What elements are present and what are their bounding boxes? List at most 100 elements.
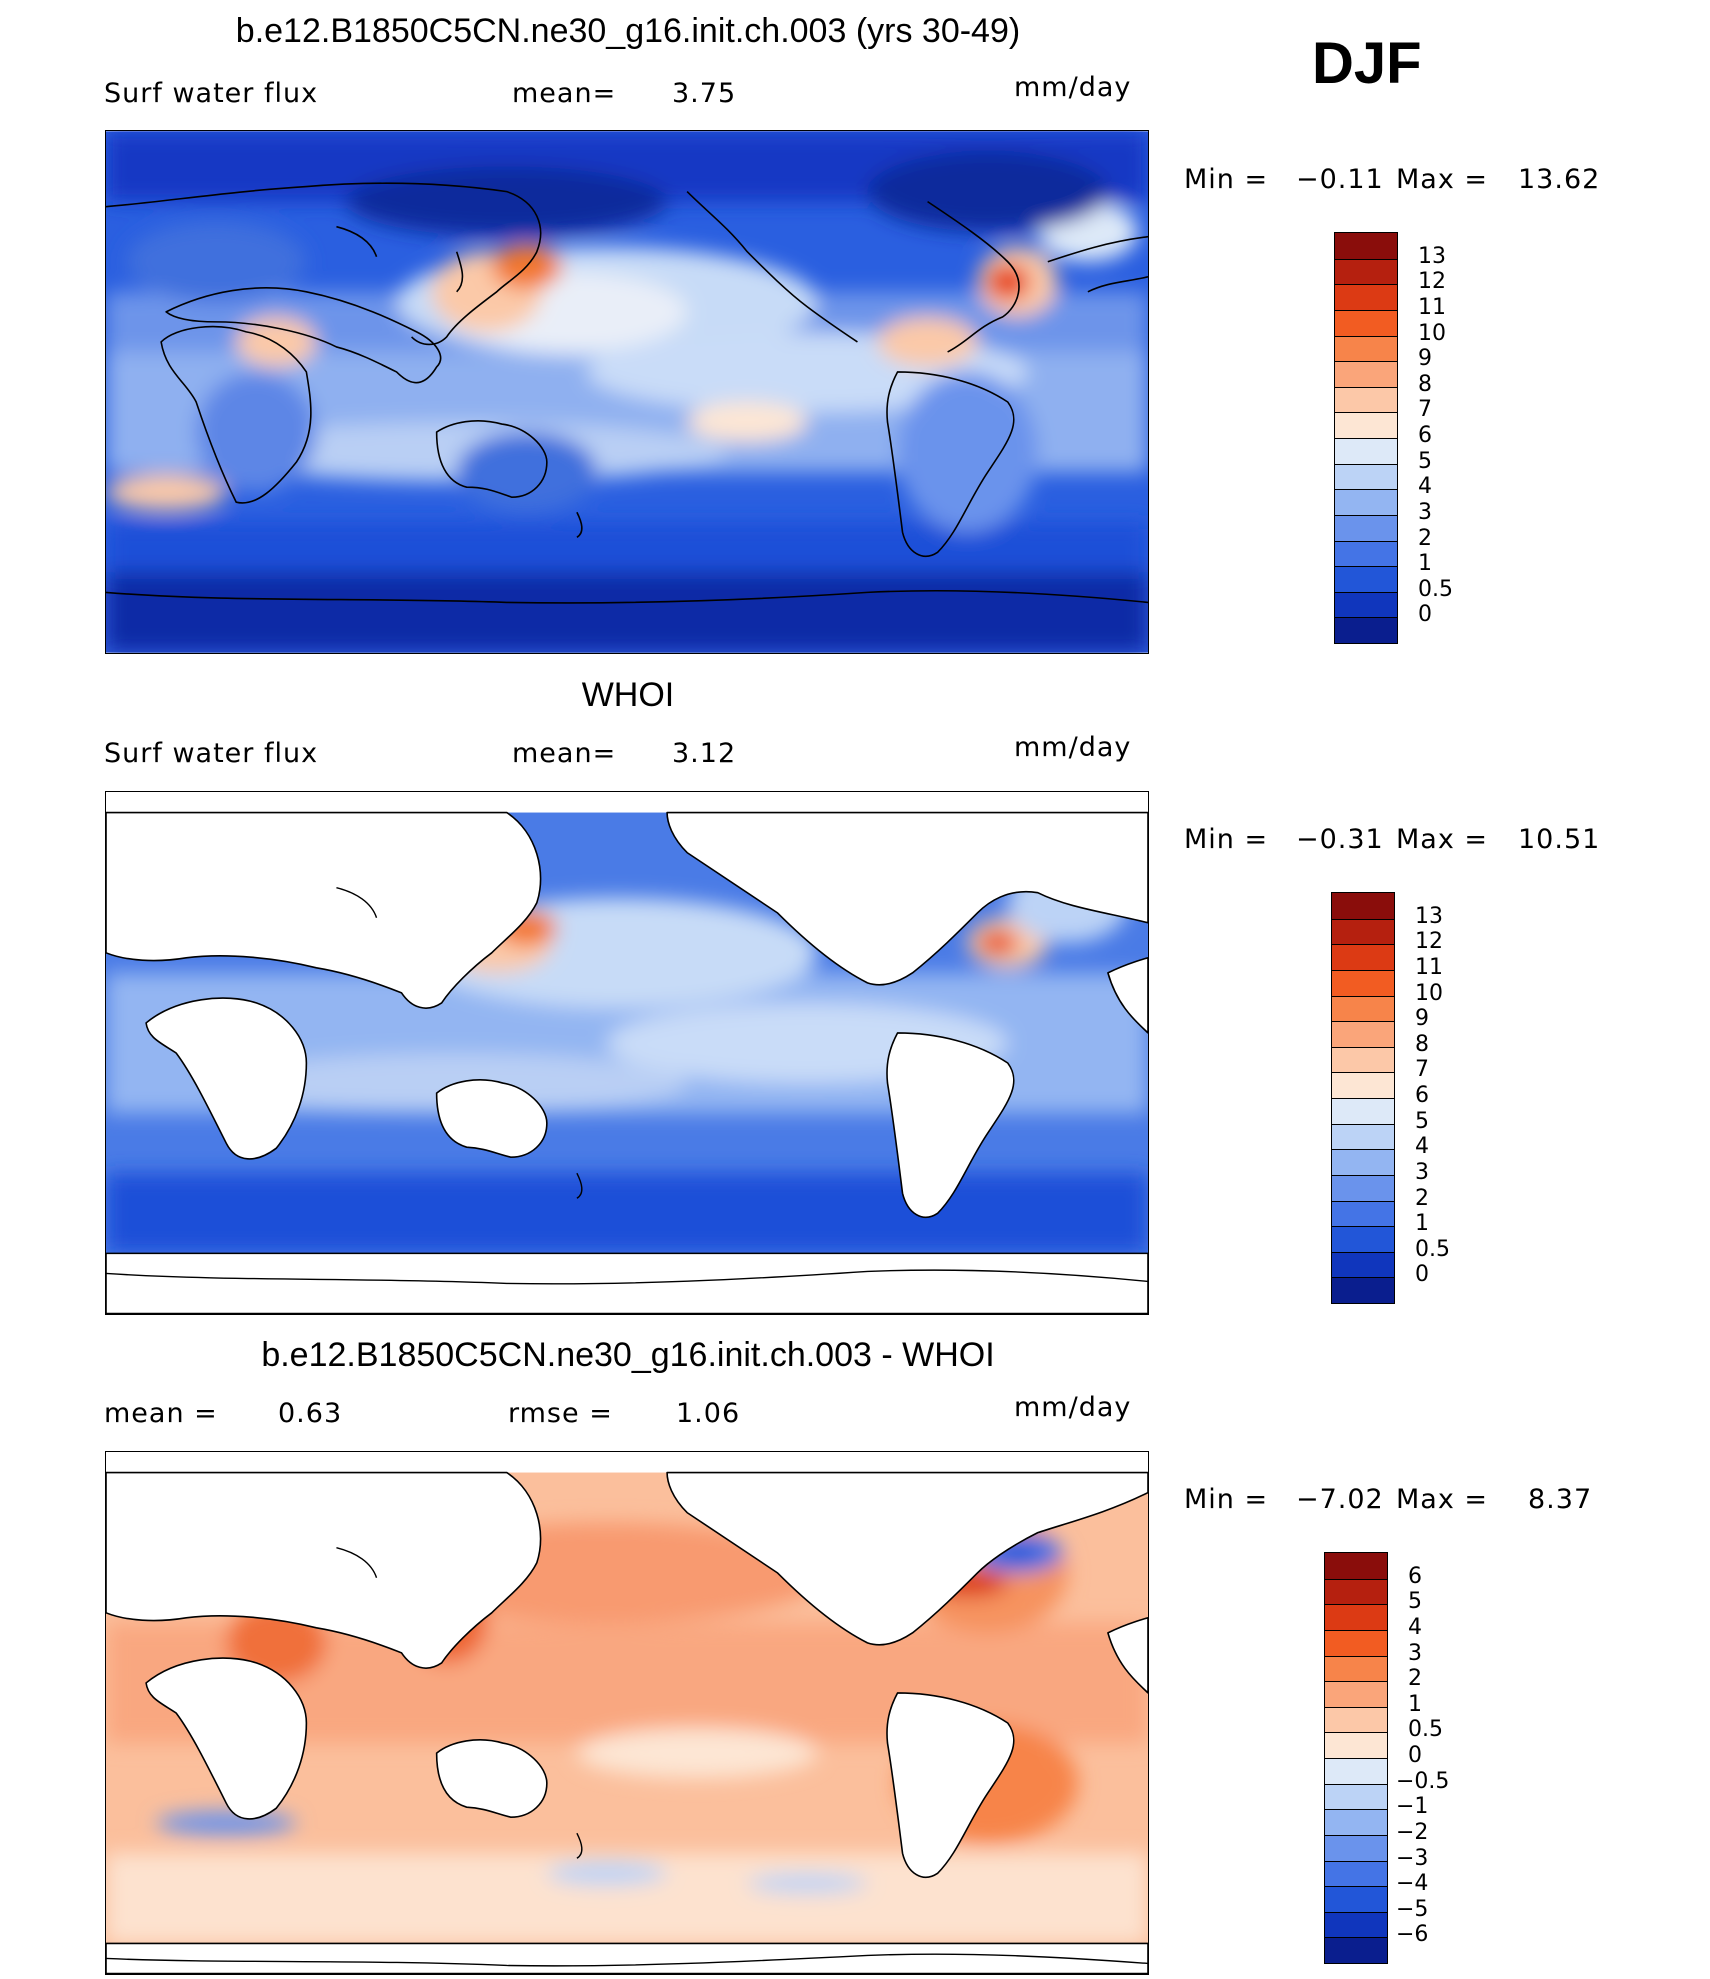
colorbar-tick-label: −1 bbox=[1396, 1794, 1429, 1820]
colorbar-tick-label: 0 bbox=[1408, 1743, 1422, 1768]
colorbar-swatch bbox=[1325, 1553, 1387, 1579]
colorbar-tick-label: 2 bbox=[1415, 1185, 1429, 1211]
colorbar-tick-label: 10 bbox=[1418, 320, 1446, 346]
panel1-units: mm/day bbox=[1014, 72, 1132, 103]
panel2-units: mm/day bbox=[1014, 732, 1132, 763]
panel1-max-value: 13.62 bbox=[1518, 164, 1601, 195]
panel2-variable-label: Surf water flux bbox=[104, 738, 319, 769]
colorbar-swatch bbox=[1335, 566, 1397, 592]
panel3-map bbox=[105, 1451, 1149, 1975]
colorbar-swatch bbox=[1332, 893, 1394, 919]
colorbar-tick-label: 12 bbox=[1418, 269, 1446, 295]
colorbar-tick-label: 0 bbox=[1418, 602, 1432, 628]
panel2-min-value: −0.31 bbox=[1296, 824, 1384, 855]
colorbar-tick-label: 4 bbox=[1415, 1134, 1429, 1160]
colorbar-tick-label: 1 bbox=[1415, 1211, 1429, 1237]
colorbar-tick-label: 6 bbox=[1408, 1563, 1422, 1589]
colorbar-tick-label: 3 bbox=[1418, 499, 1432, 525]
colorbar-tick-label: 10 bbox=[1415, 980, 1443, 1006]
colorbar-swatch bbox=[1325, 1629, 1387, 1656]
colorbar-tick-label: −3 bbox=[1396, 1845, 1429, 1871]
colorbar-swatch bbox=[1335, 514, 1397, 541]
panel2-max-value: 10.51 bbox=[1518, 824, 1601, 855]
colorbar-swatch bbox=[1325, 1706, 1387, 1733]
colorbar-tick-label: −2 bbox=[1396, 1819, 1429, 1845]
colorbar-tick-label: 5 bbox=[1415, 1108, 1429, 1134]
panel3-min-value: −7.02 bbox=[1296, 1484, 1384, 1515]
panel2-max-label: Max = bbox=[1396, 824, 1489, 855]
colorbar-tick-label: 11 bbox=[1418, 294, 1446, 320]
panel3-rmse-value: 1.06 bbox=[676, 1398, 741, 1429]
season-label: DJF bbox=[1312, 31, 1422, 96]
colorbar-swatch bbox=[1332, 1149, 1394, 1175]
colorbar-swatch bbox=[1332, 1098, 1394, 1124]
colorbar-tick-label: 7 bbox=[1415, 1057, 1429, 1083]
panel3-mean-value: 0.63 bbox=[278, 1398, 343, 1429]
colorbar-tick-label: −0.5 bbox=[1396, 1768, 1450, 1794]
colorbar-swatch bbox=[1325, 1758, 1387, 1784]
colorbar-swatch bbox=[1325, 1655, 1387, 1682]
colorbar-tick-label: 0.5 bbox=[1415, 1236, 1450, 1262]
colorbar-tick-label: 11 bbox=[1415, 954, 1443, 980]
colorbar-swatch bbox=[1325, 1578, 1387, 1605]
colorbar-tick-label: 2 bbox=[1418, 525, 1432, 551]
colorbar-swatch bbox=[1335, 309, 1397, 336]
panel3-title: b.e12.B1850C5CN.ne30_g16.init.ch.003 - W… bbox=[261, 1336, 995, 1374]
colorbar-tick-label: 2 bbox=[1408, 1666, 1422, 1692]
colorbar-swatch bbox=[1332, 969, 1394, 996]
colorbar-swatch bbox=[1332, 1174, 1394, 1201]
panel2-colorbar bbox=[1331, 892, 1395, 1304]
colorbar-swatch bbox=[1335, 489, 1397, 515]
colorbar-tick-label: 13 bbox=[1415, 903, 1443, 929]
colorbar-swatch bbox=[1332, 995, 1394, 1022]
colorbar-tick-label: −5 bbox=[1396, 1896, 1429, 1922]
colorbar-swatch bbox=[1325, 1604, 1387, 1630]
colorbar-swatch bbox=[1325, 1886, 1387, 1912]
colorbar-tick-label: 5 bbox=[1418, 448, 1432, 474]
colorbar-swatch bbox=[1332, 1277, 1394, 1303]
colorbar-tick-label: 0.5 bbox=[1408, 1717, 1443, 1743]
panel1-min-label: Min = bbox=[1184, 164, 1269, 195]
colorbar-swatch bbox=[1325, 1681, 1387, 1707]
colorbar-swatch bbox=[1335, 361, 1397, 387]
colorbar-swatch bbox=[1335, 386, 1397, 413]
panel3-units: mm/day bbox=[1014, 1392, 1132, 1423]
colorbar-tick-label: 3 bbox=[1408, 1640, 1422, 1666]
colorbar-swatch bbox=[1332, 1046, 1394, 1073]
colorbar-swatch bbox=[1325, 1783, 1387, 1810]
panel2-mean-value: 3.12 bbox=[672, 738, 737, 769]
panel2-map bbox=[105, 791, 1149, 1315]
colorbar-swatch bbox=[1335, 591, 1397, 618]
colorbar-tick-label: 8 bbox=[1418, 371, 1432, 397]
colorbar-tick-label: 7 bbox=[1418, 397, 1432, 423]
panel1-colorbar bbox=[1334, 232, 1398, 644]
colorbar-swatch bbox=[1335, 233, 1397, 259]
colorbar-swatch bbox=[1332, 1072, 1394, 1098]
colorbar-swatch bbox=[1325, 1732, 1387, 1758]
panel1-map bbox=[105, 130, 1149, 654]
colorbar-swatch bbox=[1332, 1021, 1394, 1047]
colorbar-swatch bbox=[1335, 617, 1397, 643]
colorbar-swatch bbox=[1335, 284, 1397, 310]
panel2-mean-label: mean= bbox=[512, 738, 617, 769]
panel1-mean-label: mean= bbox=[512, 78, 617, 109]
panel1-variable-label: Surf water flux bbox=[104, 78, 319, 109]
colorbar-tick-label: −6 bbox=[1396, 1922, 1429, 1948]
colorbar-tick-label: 12 bbox=[1415, 929, 1443, 955]
colorbar-swatch bbox=[1335, 335, 1397, 362]
colorbar-swatch bbox=[1335, 412, 1397, 438]
colorbar-tick-label: 9 bbox=[1418, 346, 1432, 372]
panel3-colorbar bbox=[1324, 1552, 1388, 1964]
colorbar-tick-label: 8 bbox=[1415, 1031, 1429, 1057]
colorbar-swatch bbox=[1332, 918, 1394, 945]
panel1-min-value: −0.11 bbox=[1296, 164, 1384, 195]
colorbar-swatch bbox=[1325, 1937, 1387, 1963]
colorbar-tick-label: −4 bbox=[1396, 1871, 1429, 1897]
colorbar-swatch bbox=[1325, 1911, 1387, 1938]
panel3-rmse-label: rmse = bbox=[508, 1398, 613, 1429]
panel3-max-label: Max = bbox=[1396, 1484, 1489, 1515]
colorbar-swatch bbox=[1332, 944, 1394, 970]
colorbar-swatch bbox=[1325, 1834, 1387, 1861]
colorbar-tick-label: 4 bbox=[1408, 1614, 1422, 1640]
colorbar-tick-label: 5 bbox=[1408, 1589, 1422, 1615]
